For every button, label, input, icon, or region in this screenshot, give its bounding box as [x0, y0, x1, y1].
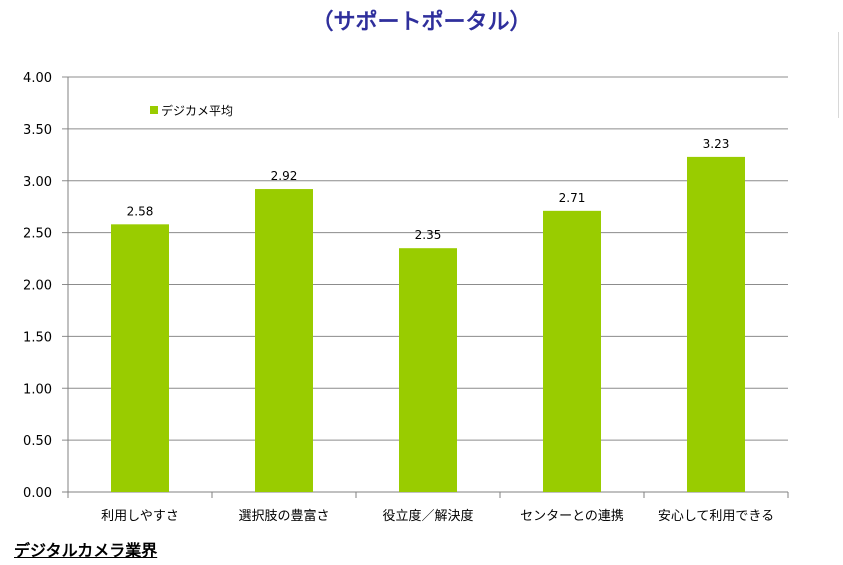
y-tick-label: 2.50 [23, 227, 52, 242]
y-tick-label: 1.00 [23, 382, 52, 397]
x-tick-labels: 利用しやすさ 選択肢の豊富さ 役立度／解決度 センターとの連携 安心して利用できる [101, 508, 774, 524]
legend-swatch [150, 106, 158, 114]
y-tick-label: 3.00 [23, 175, 52, 190]
y-tick-label: 4.00 [23, 71, 52, 86]
footer-title: デジタルカメラ業界 [14, 541, 158, 560]
value-label: 2.71 [559, 191, 586, 205]
bar [399, 248, 457, 492]
x-tick-label: 利用しやすさ [101, 509, 179, 524]
bar [111, 224, 169, 492]
value-label: 2.92 [271, 169, 298, 183]
x-tick-label: 安心して利用できる [658, 509, 774, 524]
bar [543, 210, 601, 492]
legend-label: デジカメ平均 [161, 103, 233, 118]
legend: デジカメ平均 [150, 103, 233, 118]
y-tick-label: 0.00 [23, 486, 52, 501]
value-label: 3.23 [703, 137, 730, 151]
side-divider [838, 32, 839, 118]
y-tick-label: 2.00 [23, 279, 52, 294]
chart-title: （サポートポータル） [311, 10, 532, 35]
value-labels: 2.58 2.92 2.35 2.71 3.23 [127, 137, 730, 242]
x-tick-label: 選択肢の豊富さ [238, 508, 329, 524]
bars [111, 156, 745, 493]
y-tick-label: 0.50 [23, 434, 52, 449]
y-tick-label: 3.50 [23, 123, 52, 138]
y-tick-labels: 0.00 0.50 1.00 1.50 2.00 2.50 3.00 3.50 4.00 [23, 71, 52, 501]
bar [687, 156, 745, 492]
value-label: 2.35 [415, 228, 442, 242]
y-tick-label: 1.50 [23, 330, 52, 345]
value-label: 2.58 [127, 204, 154, 218]
x-tick-label: センターとの連携 [520, 508, 624, 524]
x-tick-label: 役立度／解決度 [382, 508, 473, 524]
bar [255, 189, 313, 493]
